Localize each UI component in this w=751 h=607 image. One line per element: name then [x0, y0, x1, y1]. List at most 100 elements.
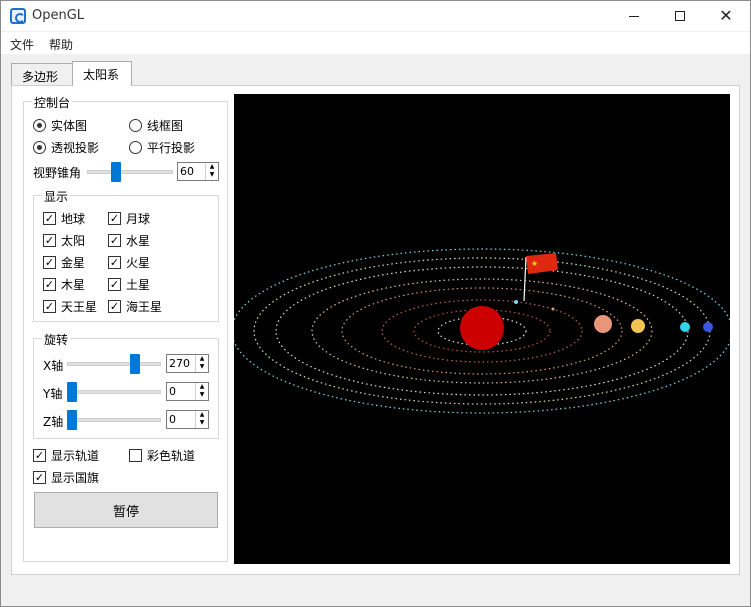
check-show-orbit[interactable]: ✓ 显示轨道	[33, 447, 99, 464]
fov-spinbox[interactable]: 60 ▲ ▼	[177, 162, 219, 181]
maximize-icon	[675, 11, 685, 21]
check-sun-label: 太阳	[61, 234, 86, 248]
spin-up-icon[interactable]: ▲	[209, 163, 215, 170]
display-group: 显示 ✓ 地球 ✓ 月球 ✓ 太阳 ✓ 水星 ✓ 金星 ✓ 火星 ✓ 木星 ✓ 土星 ✓ 天王星 …	[33, 188, 219, 322]
sun-sphere	[460, 306, 504, 350]
y-axis-label: Y轴	[43, 387, 63, 401]
china-flag-icon	[526, 253, 558, 274]
check-mars[interactable]: ✓ 火星	[108, 254, 150, 271]
check-show-orbit-box: ✓	[33, 449, 46, 462]
check-mercury[interactable]: ✓ 水星	[108, 232, 150, 249]
z-axis-spin-arrows[interactable]: ▲ ▼	[195, 411, 208, 428]
control-group-title: 控制台	[32, 94, 73, 111]
fov-slider[interactable]	[87, 162, 173, 182]
opengl-viewport[interactable]: ★	[231, 94, 733, 564]
orbit-mars	[341, 287, 623, 375]
radio-solid[interactable]: 实体图	[33, 117, 87, 134]
check-moon[interactable]: ✓ 月球	[108, 210, 150, 227]
pause-button[interactable]: 暂停	[34, 492, 218, 528]
menu-help[interactable]: 帮助	[49, 38, 74, 52]
check-mercury-box: ✓	[108, 234, 121, 247]
check-uranus-box: ✓	[43, 300, 56, 313]
check-uranus-label: 天王星	[61, 300, 98, 314]
y-axis-spin-arrows[interactable]: ▲ ▼	[195, 383, 208, 400]
flag-star-icon: ★	[531, 259, 538, 268]
spin-up-icon[interactable]: ▲	[199, 383, 205, 390]
earth-planet	[514, 300, 518, 304]
z-axis-value: 0	[169, 413, 176, 426]
check-show-flag-box: ✓	[33, 471, 46, 484]
spin-up-icon[interactable]: ▲	[199, 411, 205, 418]
solar-system-render: ★	[231, 248, 733, 414]
rotation-group-title: 旋转	[42, 331, 71, 348]
menu-bar: 文件 帮助	[1, 32, 750, 54]
menu-file[interactable]: 文件	[10, 38, 35, 52]
radio-perspective[interactable]: 透视投影	[33, 139, 99, 156]
z-axis-slider[interactable]	[67, 410, 161, 430]
x-axis-spin-arrows[interactable]: ▲ ▼	[195, 355, 208, 372]
radio-solid-indicator	[33, 119, 46, 132]
title-bar[interactable]: OpenGL ✕	[1, 1, 750, 31]
check-moon-label: 月球	[126, 212, 151, 226]
x-axis-spinbox[interactable]: 270 ▲ ▼	[166, 354, 209, 373]
check-saturn[interactable]: ✓ 土星	[108, 276, 150, 293]
z-axis-slider-thumb[interactable]	[67, 410, 77, 430]
radio-wireframe[interactable]: 线框图	[129, 117, 183, 134]
display-group-title: 显示	[42, 188, 71, 205]
check-color-orbit[interactable]: 彩色轨道	[129, 447, 195, 464]
check-earth-box: ✓	[43, 212, 56, 225]
fov-spin-arrows[interactable]: ▲ ▼	[205, 163, 218, 180]
check-venus-box: ✓	[43, 256, 56, 269]
check-show-orbit-label: 显示轨道	[51, 449, 100, 463]
check-neptune[interactable]: ✓ 海王星	[108, 298, 162, 315]
radio-parallel-label: 平行投影	[147, 141, 196, 155]
y-axis-spinbox[interactable]: 0 ▲ ▼	[166, 382, 209, 401]
check-jupiter[interactable]: ✓ 木星	[43, 276, 85, 293]
check-neptune-box: ✓	[108, 300, 121, 313]
check-venus-label: 金星	[61, 256, 86, 270]
radio-parallel[interactable]: 平行投影	[129, 139, 195, 156]
fov-slider-thumb[interactable]	[111, 162, 121, 182]
check-color-orbit-box	[129, 449, 142, 462]
radio-perspective-label: 透视投影	[51, 141, 100, 155]
check-saturn-box: ✓	[108, 278, 121, 291]
check-venus[interactable]: ✓ 金星	[43, 254, 85, 271]
check-show-flag-label: 显示国旗	[51, 471, 100, 485]
radio-wireframe-label: 线框图	[147, 119, 184, 133]
minimize-icon	[629, 15, 639, 17]
close-button[interactable]: ✕	[703, 1, 749, 31]
x-axis-slider-thumb[interactable]	[130, 354, 140, 374]
spin-down-icon[interactable]: ▼	[199, 363, 205, 370]
spin-down-icon[interactable]: ▼	[209, 171, 215, 178]
z-axis-spinbox[interactable]: 0 ▲ ▼	[166, 410, 209, 429]
close-icon: ✕	[719, 6, 733, 25]
x-axis-label: X轴	[43, 359, 64, 373]
radio-solid-label: 实体图	[51, 119, 88, 133]
orbit-jupiter	[311, 278, 653, 384]
minimize-button[interactable]	[611, 1, 657, 31]
tab-solar-system[interactable]: 太阳系	[72, 61, 132, 86]
tab-polygon[interactable]: 多边形	[11, 63, 73, 85]
check-moon-box: ✓	[108, 212, 121, 225]
orbit-venus	[413, 309, 551, 353]
check-sun-box: ✓	[43, 234, 56, 247]
solar-system-panel: 控制台 实体图 线框图 透视投影 平行投影 视野锥角	[11, 85, 740, 575]
neptune-planet	[703, 322, 713, 332]
mercury-planet	[551, 307, 555, 311]
jupiter-planet	[631, 319, 645, 333]
check-earth[interactable]: ✓ 地球	[43, 210, 85, 227]
check-neptune-label: 海王星	[126, 300, 163, 314]
check-uranus[interactable]: ✓ 天王星	[43, 298, 97, 315]
y-axis-slider[interactable]	[67, 382, 161, 402]
spin-up-icon[interactable]: ▲	[199, 355, 205, 362]
check-show-flag[interactable]: ✓ 显示国旗	[33, 469, 99, 486]
z-axis-label: Z轴	[43, 415, 64, 429]
maximize-button[interactable]	[657, 1, 703, 31]
orbit-earth	[381, 299, 583, 363]
y-axis-slider-thumb[interactable]	[67, 382, 77, 402]
spin-down-icon[interactable]: ▼	[199, 391, 205, 398]
x-axis-slider[interactable]	[67, 354, 161, 374]
check-sun[interactable]: ✓ 太阳	[43, 232, 85, 249]
spin-down-icon[interactable]: ▼	[199, 419, 205, 426]
